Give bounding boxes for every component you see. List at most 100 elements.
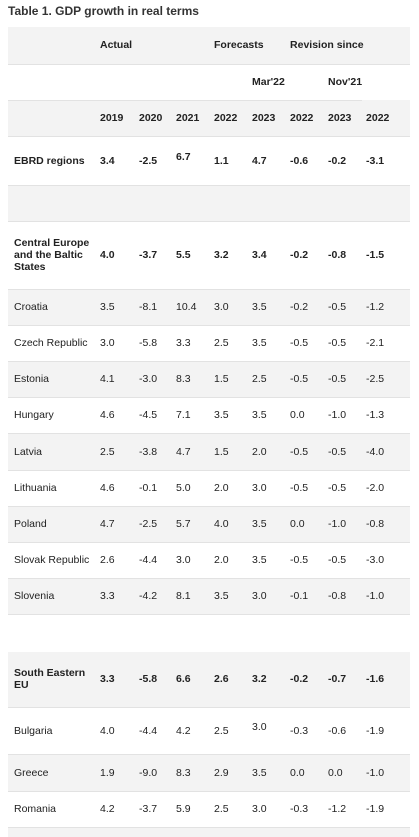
cell-value: 3.4 [96,136,135,186]
cell-value: 5.7 [172,506,210,543]
header-actual: Actual [96,27,210,65]
row-label: Romania [8,791,96,828]
cell-value: 2.5 [248,361,287,398]
spacer-row [8,185,411,222]
cell-value: 3.4 [248,221,287,290]
cell-value: -0.3 [286,791,325,828]
cell-value: 4.2 [96,791,135,828]
cell-value: -0.7 [324,652,363,708]
cell-value: -0.5 [324,361,363,398]
cell-value: -0.8 [324,578,363,615]
cell-value: -2.5 [135,136,172,186]
cell-value: 3.0 [210,289,248,326]
year-header: 2022 [286,100,325,137]
cell-value: -3.7 [135,791,172,828]
year-header: 2022 [210,100,248,137]
cell-value: 4.1 [96,361,135,398]
cell-value: 1.5 [210,361,248,398]
header-groups-row: Actual Forecasts Revision since [8,27,411,65]
cell-value: 4.7 [172,433,210,471]
row-label: Hungary [8,397,96,434]
cell-value: 3.0 [248,578,287,615]
cell-value: 3.5 [248,325,287,362]
cell-value: -0.5 [286,361,325,398]
cell-value: 8.1 [172,578,210,615]
cell-value: 4.6 [96,397,135,434]
cell-value: 2.5 [210,707,248,755]
cell-value: -0.5 [286,325,325,362]
table-row: Greece 1.9 -9.0 8.3 2.9 3.5 0.0 0.0 -1.0 [8,754,411,792]
cell-value: 10.4 [172,289,210,326]
year-header: 2019 [96,100,135,137]
cell-value: -2.5 [362,361,411,398]
cell-value: -3.1 [362,136,411,186]
cell-value: 8.3 [172,361,210,398]
cell-value: 5.0 [172,470,210,507]
header-nov21: Nov'21 [324,64,362,101]
table-row: Poland 4.7 -2.5 5.7 4.0 3.5 0.0 -1.0 -0.… [8,506,411,543]
row-label: Slovenia [8,578,96,615]
cell-value: -0.8 [324,221,363,290]
cell-value: 3.0 [172,542,210,579]
cell-value: -1.3 [362,397,411,434]
row-label: Estonia [8,361,96,398]
cell-value: -1.6 [362,652,411,708]
table-row: Czech Republic 3.0 -5.8 3.3 2.5 3.5 -0.5… [8,325,411,362]
table-row: Romania 4.2 -3.7 5.9 2.5 3.0 -0.3 -1.2 -… [8,791,411,828]
cell-value: -2.5 [135,506,172,543]
table-row: Slovenia 3.3 -4.2 8.1 3.5 3.0 -0.1 -0.8 … [8,578,411,615]
row-label: Czech Republic [8,325,96,362]
header-revision-since: Revision since [286,27,411,65]
year-header: 2023 [324,100,363,137]
table-row-central-europe: Central Europe and the Baltic States 4.0… [8,221,411,290]
row-label: South Eastern EU [8,652,96,708]
row-label: Central Europe and the Baltic States [8,221,96,290]
cell-value: 4.7 [248,136,287,186]
cell-value: -3.0 [135,361,172,398]
cell-value: 3.5 [248,289,287,326]
row-label: EBRD regions [8,136,96,186]
cell-value: 2.0 [248,433,287,471]
table-row-ebrd-regions: EBRD regions 3.4 -2.5 6.7 1.1 4.7 -0.6 -… [8,136,411,186]
cell-value: 2.5 [210,791,248,828]
cell-value: 6.6 [172,652,210,708]
cell-value: 3.5 [248,397,287,434]
cell-value: -1.0 [362,578,411,615]
table-row: Croatia 3.5 -8.1 10.4 3.0 3.5 -0.2 -0.5 … [8,289,411,326]
partial-row [8,827,411,837]
cell-value: -1.9 [362,707,411,755]
row-label: Slovak Republic [8,542,96,579]
cell-value: 4.0 [96,221,135,290]
cell-value: -1.2 [362,289,411,326]
cell-value: 0.0 [286,754,325,792]
row-label: Greece [8,754,96,792]
cell-value: 3.0 [252,720,267,733]
table-caption: Table 1. GDP growth in real terms [8,4,199,18]
cell-value: 5.5 [172,221,210,290]
cell-value: -4.2 [135,578,172,615]
header-subgroups-row: Mar'22 Nov'21 [8,64,410,101]
cell-value: -0.1 [286,578,325,615]
cell-value: 2.0 [210,470,248,507]
cell-value: -1.9 [362,791,411,828]
cell-value: 4.0 [210,506,248,543]
cell-value: -4.4 [135,542,172,579]
cell-value: 1.9 [96,754,135,792]
cell-value: -1.5 [362,221,411,290]
cell-value: 1.5 [210,433,248,471]
cell-value: 2.5 [96,433,135,471]
cell-value: 4.7 [96,506,135,543]
cell-value: 2.5 [210,325,248,362]
cell-value: 2.0 [210,542,248,579]
cell-value: -5.8 [135,652,172,708]
cell-value: -3.7 [135,221,172,290]
cell-value: 3.5 [210,578,248,615]
cell-value: 5.9 [172,791,210,828]
cell-value: 3.0 [248,470,287,507]
cell-value: 0.0 [324,754,363,792]
header-years-row: 2019 2020 2021 2022 2023 2022 2023 2022 [8,100,411,137]
gdp-growth-table: Actual Forecasts Revision since Mar'22 N… [8,27,411,837]
row-label: Croatia [8,289,96,326]
cell-value: -0.5 [324,542,363,579]
cell-value: -0.3 [286,707,325,755]
